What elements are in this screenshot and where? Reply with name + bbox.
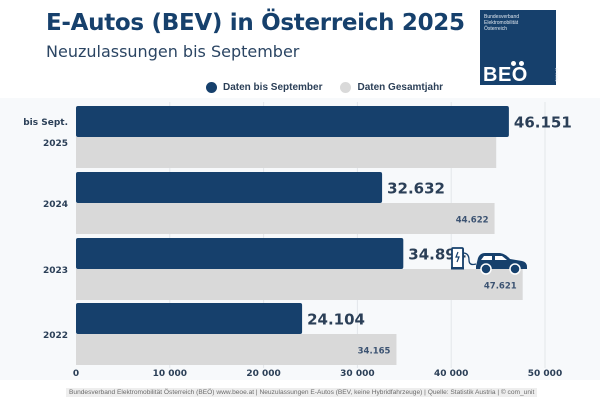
- logo-dots: [511, 53, 527, 71]
- data-label-gesamtjahr: 47.621: [484, 282, 517, 292]
- x-tick-label: 0: [73, 369, 79, 379]
- ev-charging-car-icon: [451, 247, 527, 275]
- legend-item-bis-september: Daten bis September: [206, 82, 322, 93]
- bar-bis-september: [76, 238, 404, 269]
- x-tick-label: 10 000: [153, 369, 187, 379]
- category-label: 2024: [43, 200, 68, 210]
- chart-title: E-Autos (BEV) in Österreich 2025: [46, 10, 465, 36]
- x-tick-label: 20 000: [246, 369, 280, 379]
- logo-org-line: Bundesverband: [484, 14, 520, 20]
- bar-bis-september: [76, 106, 509, 137]
- bar-bis-september: [76, 303, 303, 334]
- x-tick-label: 40 000: [434, 369, 468, 379]
- bar-gesamtjahr: [76, 334, 397, 365]
- legend-swatch: [206, 82, 217, 93]
- category-label: 2023: [43, 266, 68, 276]
- data-label-bis-september: 46.151: [514, 114, 572, 132]
- logo-org-line: Österreich: [484, 26, 508, 32]
- legend: Daten bis September Daten Gesamtjahr: [206, 82, 443, 93]
- logo-mark: BEO: [483, 64, 528, 86]
- bar-gesamtjahr: [76, 269, 523, 300]
- bar-gesamtjahr: [76, 203, 495, 234]
- data-label-gesamtjahr: 44.622: [456, 216, 489, 226]
- beo-logo: Bundesverband Elektromobilität Österreic…: [480, 10, 558, 86]
- logo-org-name: Bundesverband Elektromobilität Österreic…: [484, 14, 548, 32]
- category-label: 2022: [43, 331, 68, 341]
- bar-gesamtjahr: [76, 137, 497, 168]
- x-tick-label: 30 000: [340, 369, 374, 379]
- legend-swatch: [340, 82, 352, 93]
- footer-source: Bundesverband Elektromobilität Österreic…: [66, 388, 538, 397]
- data-label-bis-september: 24.104: [307, 311, 365, 329]
- logo-org-line: Elektromobilität: [484, 20, 519, 26]
- category-label: 2025: [43, 139, 68, 149]
- chart-subtitle: Neuzulassungen bis September: [46, 42, 300, 61]
- x-tick-label: 50 000: [528, 369, 562, 379]
- bar-bis-september: [76, 172, 383, 203]
- legend-item-gesamtjahr: Daten Gesamtjahr: [340, 82, 443, 93]
- legend-label: Daten Gesamtjahr: [357, 82, 444, 93]
- legend-label: Daten bis September: [223, 82, 323, 93]
- data-label-gesamtjahr: 34.165: [358, 347, 391, 357]
- category-label: bis Sept.: [23, 118, 68, 128]
- data-label-bis-september: 32.632: [387, 180, 445, 198]
